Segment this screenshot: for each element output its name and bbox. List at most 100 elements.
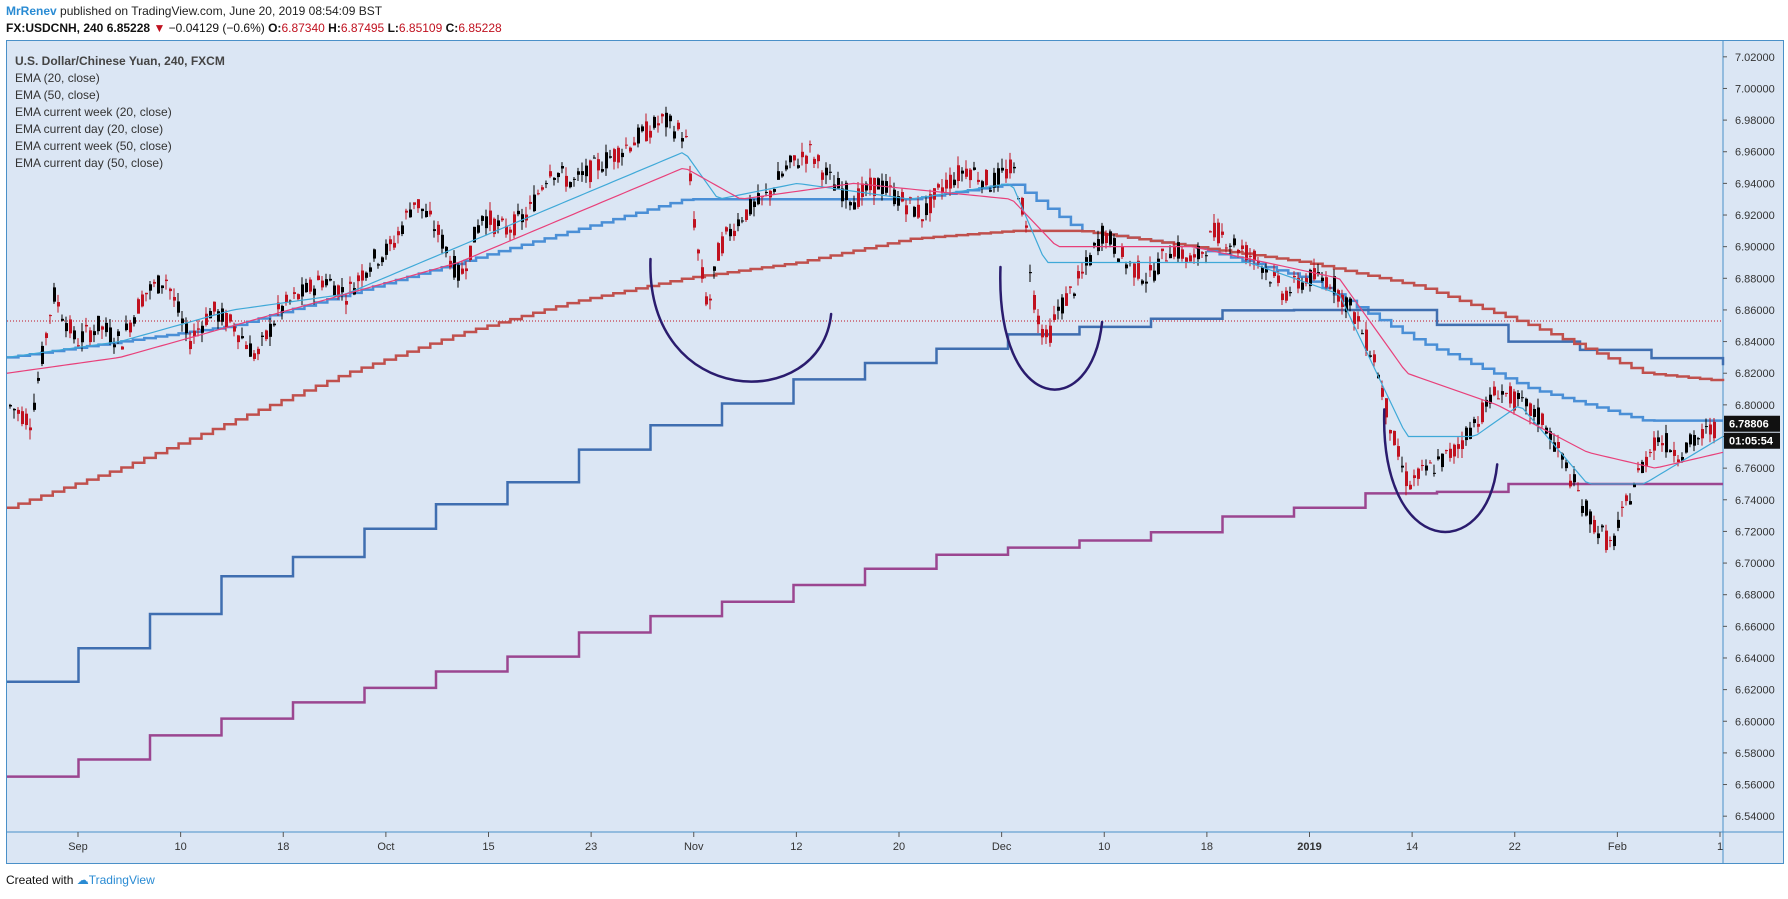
candle-body xyxy=(1229,245,1232,247)
candle-body xyxy=(1261,267,1264,273)
candle-body xyxy=(1669,450,1672,453)
candle-body xyxy=(1365,329,1368,351)
candle-body xyxy=(1513,391,1516,411)
candle-body xyxy=(49,315,52,317)
legend-item[interactable]: EMA current day (50, close) xyxy=(15,156,164,170)
candle-body xyxy=(1557,442,1560,449)
candle-body xyxy=(789,155,792,163)
candle-body xyxy=(17,409,20,414)
candle-body xyxy=(965,168,968,177)
candle-body xyxy=(1245,245,1248,261)
last-price: 6.85228 xyxy=(106,21,151,35)
candle-body xyxy=(1149,265,1152,271)
candle-body xyxy=(969,169,972,181)
candle-body xyxy=(1089,255,1092,266)
candle-body xyxy=(701,267,704,279)
candle-body xyxy=(1581,505,1584,513)
y-tick-label: 6.54000 xyxy=(1735,811,1775,823)
legend-item[interactable]: EMA current day (20, close) xyxy=(15,122,164,136)
legend-item[interactable]: EMA (20, close) xyxy=(15,71,100,85)
candle-body xyxy=(1173,247,1176,257)
candle-body xyxy=(553,177,556,180)
candle-body xyxy=(421,208,424,212)
candle-body xyxy=(1345,297,1348,313)
y-tick-label: 6.82000 xyxy=(1735,368,1775,380)
candle-body xyxy=(857,188,860,207)
candle-body xyxy=(493,218,496,235)
y-tick-label: 6.60000 xyxy=(1735,716,1775,728)
x-tick-label: 2019 xyxy=(1297,841,1321,853)
legend-item[interactable]: EMA current week (50, close) xyxy=(15,139,172,153)
candle-body xyxy=(1233,238,1236,246)
candle-body xyxy=(33,402,36,410)
candle-body xyxy=(165,279,168,282)
legend-item[interactable]: EMA current week (20, close) xyxy=(15,105,172,119)
author-link[interactable]: MrRenev xyxy=(6,4,57,18)
ema-20-line xyxy=(6,152,1724,485)
candle-body xyxy=(1697,438,1700,440)
tradingview-logo-icon[interactable]: ☁ xyxy=(76,873,89,887)
candle-body xyxy=(277,302,280,310)
candle-body xyxy=(1525,398,1528,407)
annotation-curve xyxy=(649,257,833,383)
candle-body xyxy=(629,147,632,152)
candle-body xyxy=(361,270,364,281)
candle-body xyxy=(1281,293,1284,301)
x-tick-label: 22 xyxy=(1509,841,1521,853)
candle-body xyxy=(1029,272,1032,274)
candle-body xyxy=(1497,398,1500,400)
candle-body xyxy=(617,147,620,163)
candle-body xyxy=(265,330,268,340)
candle-body xyxy=(1137,260,1140,279)
candle-body xyxy=(1213,222,1216,238)
candle-body xyxy=(1249,255,1252,257)
candle-body xyxy=(1477,423,1480,427)
y-tick-label: 6.88000 xyxy=(1735,273,1775,285)
candle-body xyxy=(861,183,864,198)
candle-body xyxy=(1085,257,1088,266)
change-value: −0.04129 (−0.6%) xyxy=(168,21,265,35)
candle-body xyxy=(577,171,580,175)
legend-item[interactable]: EMA (50, close) xyxy=(15,88,100,102)
candle-body xyxy=(677,122,680,130)
candle-body xyxy=(1501,391,1504,395)
candle-body xyxy=(1485,399,1488,407)
candle-body xyxy=(1429,462,1432,464)
chart-frame[interactable] xyxy=(6,40,1784,864)
candle-body xyxy=(309,279,312,292)
candle-body xyxy=(513,214,516,236)
candle-body xyxy=(109,327,112,343)
candle-body xyxy=(1449,448,1452,458)
candle-body xyxy=(1217,222,1220,244)
candle-body xyxy=(305,282,308,293)
candle-body xyxy=(769,190,772,198)
candle-body xyxy=(1165,260,1168,262)
high-label: H: xyxy=(328,21,341,35)
candle-body xyxy=(957,165,960,181)
candle-body xyxy=(1041,328,1044,338)
ema-day-20-line xyxy=(7,308,1725,683)
candle-body xyxy=(637,127,640,144)
candle-body xyxy=(81,331,84,343)
candle-body xyxy=(13,408,16,411)
candle-body xyxy=(1637,468,1640,471)
annotation-curve xyxy=(999,265,1104,391)
tradingview-link[interactable]: TradingView xyxy=(88,873,155,887)
candle-body xyxy=(285,294,288,303)
candle-body xyxy=(1057,306,1060,311)
candle-body xyxy=(1577,490,1580,492)
candle-body xyxy=(161,285,164,289)
current-price-badge xyxy=(1724,415,1780,432)
y-tick-label: 6.66000 xyxy=(1735,621,1775,633)
candle-body xyxy=(745,209,748,221)
candle-body xyxy=(1593,519,1596,533)
y-tick-label: 6.92000 xyxy=(1735,210,1775,222)
candle-body xyxy=(1393,430,1396,446)
candle-body xyxy=(65,323,68,332)
candle-body xyxy=(1265,268,1268,273)
candle-body xyxy=(1333,276,1336,294)
candle-body xyxy=(833,184,836,191)
candle-body xyxy=(393,242,396,248)
candle-body xyxy=(257,348,260,355)
